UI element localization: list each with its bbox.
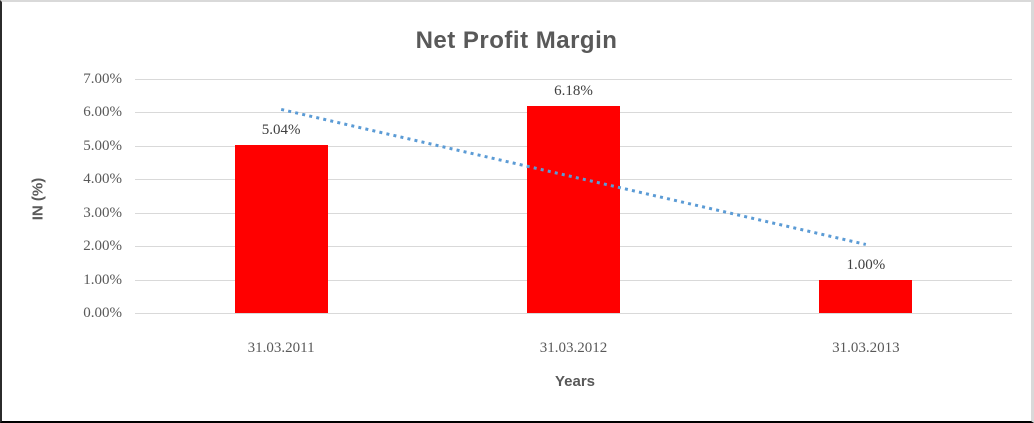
data-label: 5.04% xyxy=(261,121,301,138)
chart-title: Net Profit Margin xyxy=(415,27,618,54)
x-tick-label: 31.03.2011 xyxy=(247,340,315,356)
bar-31.03.2011[interactable] xyxy=(234,144,328,313)
y-tick-label: 5.00% xyxy=(83,137,122,154)
gridline xyxy=(135,313,1012,314)
data-label: 1.00% xyxy=(846,256,886,273)
y-tick-label: 2.00% xyxy=(83,238,122,255)
data-label: 6.18% xyxy=(554,83,593,100)
y-tick-label: 7.00% xyxy=(83,71,122,87)
x-axis-title: Years xyxy=(554,373,596,390)
y-tick-label: 6.00% xyxy=(83,104,122,121)
gridline xyxy=(135,79,1012,80)
bar-31.03.2012[interactable] xyxy=(527,106,620,313)
y-tick-label: 1.00% xyxy=(83,271,122,288)
y-tick-label: 4.00% xyxy=(83,171,122,188)
bar-31.03.2013[interactable] xyxy=(819,279,913,313)
y-axis-title: IN (%) xyxy=(29,177,47,221)
y-tick-label: 0.00% xyxy=(83,305,122,321)
y-tick-label: 3.00% xyxy=(83,204,122,221)
x-tick-label: 31.03.2012 xyxy=(539,340,608,356)
x-tick-label: 31.03.2013 xyxy=(832,340,900,356)
